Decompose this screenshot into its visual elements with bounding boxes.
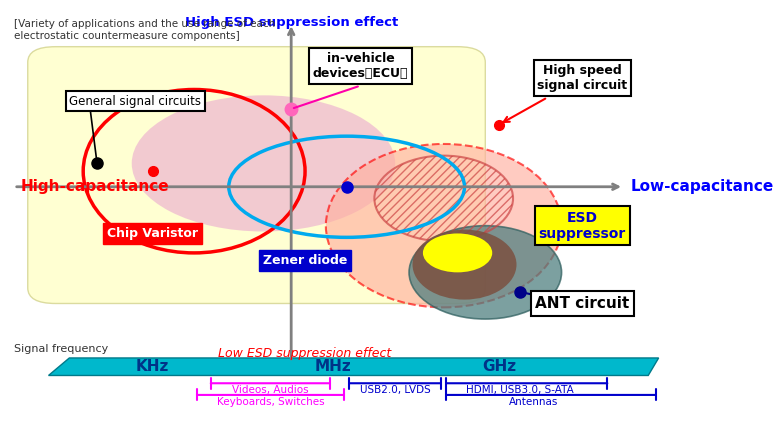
Text: in-vehicle
devices（ECU）: in-vehicle devices（ECU） xyxy=(313,52,408,80)
Text: Keyboards, Switches: Keyboards, Switches xyxy=(217,397,325,407)
Text: High-capacitance: High-capacitance xyxy=(21,179,170,194)
Text: USB2.0, LVDS: USB2.0, LVDS xyxy=(360,385,431,395)
FancyBboxPatch shape xyxy=(27,47,486,303)
Text: Low ESD suppression effect: Low ESD suppression effect xyxy=(218,347,392,360)
Ellipse shape xyxy=(131,95,395,232)
Ellipse shape xyxy=(326,144,561,307)
Text: Videos, Audios: Videos, Audios xyxy=(232,385,309,395)
Text: ANT circuit: ANT circuit xyxy=(535,296,630,311)
Text: ESD
suppressor: ESD suppressor xyxy=(539,211,626,241)
Text: Signal frequency: Signal frequency xyxy=(14,344,108,354)
Ellipse shape xyxy=(409,226,561,319)
Text: GHz: GHz xyxy=(482,359,516,374)
Ellipse shape xyxy=(423,233,492,272)
Text: General signal circuits: General signal circuits xyxy=(70,95,201,108)
Text: [Variety of applications and the use range of each
electrostatic countermeasure : [Variety of applications and the use ran… xyxy=(14,19,275,41)
Polygon shape xyxy=(48,358,658,375)
Text: Antennas: Antennas xyxy=(509,397,558,407)
Text: KHz: KHz xyxy=(136,359,169,374)
Text: High speed
signal circuit: High speed signal circuit xyxy=(537,64,627,92)
Text: Chip Varistor: Chip Varistor xyxy=(107,227,198,240)
Ellipse shape xyxy=(413,229,516,300)
Text: MHz: MHz xyxy=(314,359,351,374)
Text: Low-capacitance: Low-capacitance xyxy=(631,179,774,194)
Text: Zener diode: Zener diode xyxy=(263,254,347,267)
Text: HDMI, USB3.0, S-ATA: HDMI, USB3.0, S-ATA xyxy=(466,385,574,395)
Text: High ESD suppression effect: High ESD suppression effect xyxy=(185,15,398,29)
